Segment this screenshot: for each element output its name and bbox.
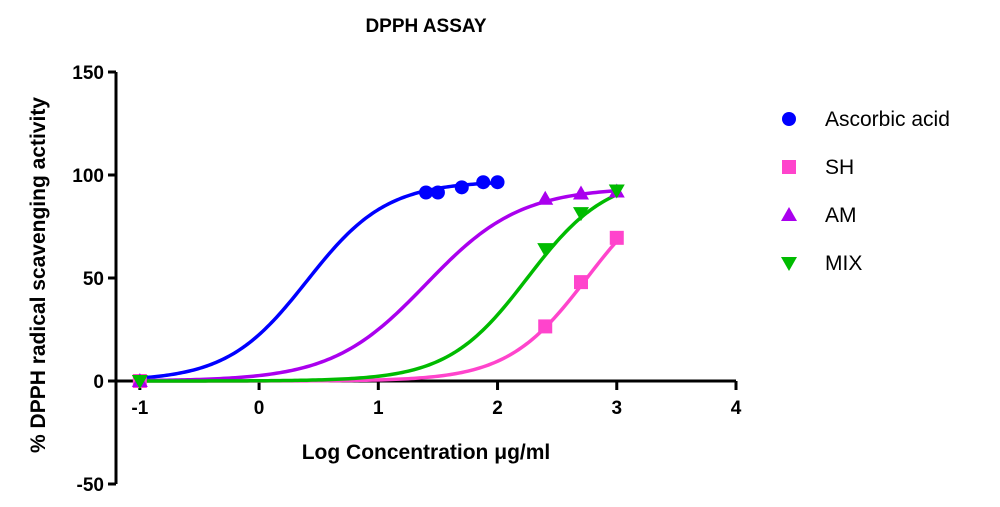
fit-curves [139,181,619,383]
legend-marker-mix [781,257,797,271]
data-point-sh [538,319,553,334]
legend-label: SH [825,156,854,179]
data-point-am [537,190,554,205]
legend: Ascorbic acid SH AM MIX [781,108,950,275]
curve-mix [139,193,618,383]
data-point-ascorbic-acid [476,175,491,190]
x-tick-label: 0 [254,398,265,419]
legend-item-ascorbic-acid: Ascorbic acid [782,108,950,131]
legend-marker-ascorbic-acid [782,112,796,126]
curve-am [139,188,617,383]
y-axis-label: % DPPH radical scavenging activity [27,97,50,453]
curve-sh [139,240,619,383]
legend-item-am: AM [781,204,857,227]
legend-item-sh: SH [782,156,854,179]
x-tick-label: -1 [131,398,148,419]
curve-ascorbic-acid [139,181,498,380]
legend-label: Ascorbic acid [825,108,950,131]
data-point-ascorbic-acid [419,185,433,200]
data-point-ascorbic-acid [490,175,505,190]
axes: -50 0 50 100 150 -1 0 1 2 3 4 [72,63,741,496]
data-point-mix [573,207,589,222]
data-point-ascorbic-acid [454,180,469,195]
legend-marker-am [781,207,797,221]
chart-title: DPPH ASSAY [365,16,486,37]
y-tick-label: 0 [93,372,104,393]
legend-label: MIX [825,252,862,275]
data-point-am [573,185,589,200]
legend-item-mix: MIX [781,252,862,275]
data-point-sh [609,230,624,245]
data-points [131,175,625,389]
x-tick-label: 2 [492,398,503,419]
legend-label: AM [825,204,857,227]
data-point-mix [608,184,625,199]
y-tick-label: -50 [77,475,104,496]
x-tick-label: 1 [373,398,384,419]
data-point-mix [131,375,148,389]
data-point-ascorbic-acid [430,185,445,200]
y-tick-label: 50 [83,269,104,290]
x-axis-label: Log Concentration μg/ml [302,441,551,464]
data-point-mix [537,243,554,258]
y-tick-label: 150 [72,63,104,84]
legend-marker-sh [782,160,796,174]
y-tick-label: 100 [72,166,104,187]
x-tick-label: 3 [611,398,622,419]
data-point-sh [574,275,588,290]
x-tick-label: 4 [731,398,742,419]
